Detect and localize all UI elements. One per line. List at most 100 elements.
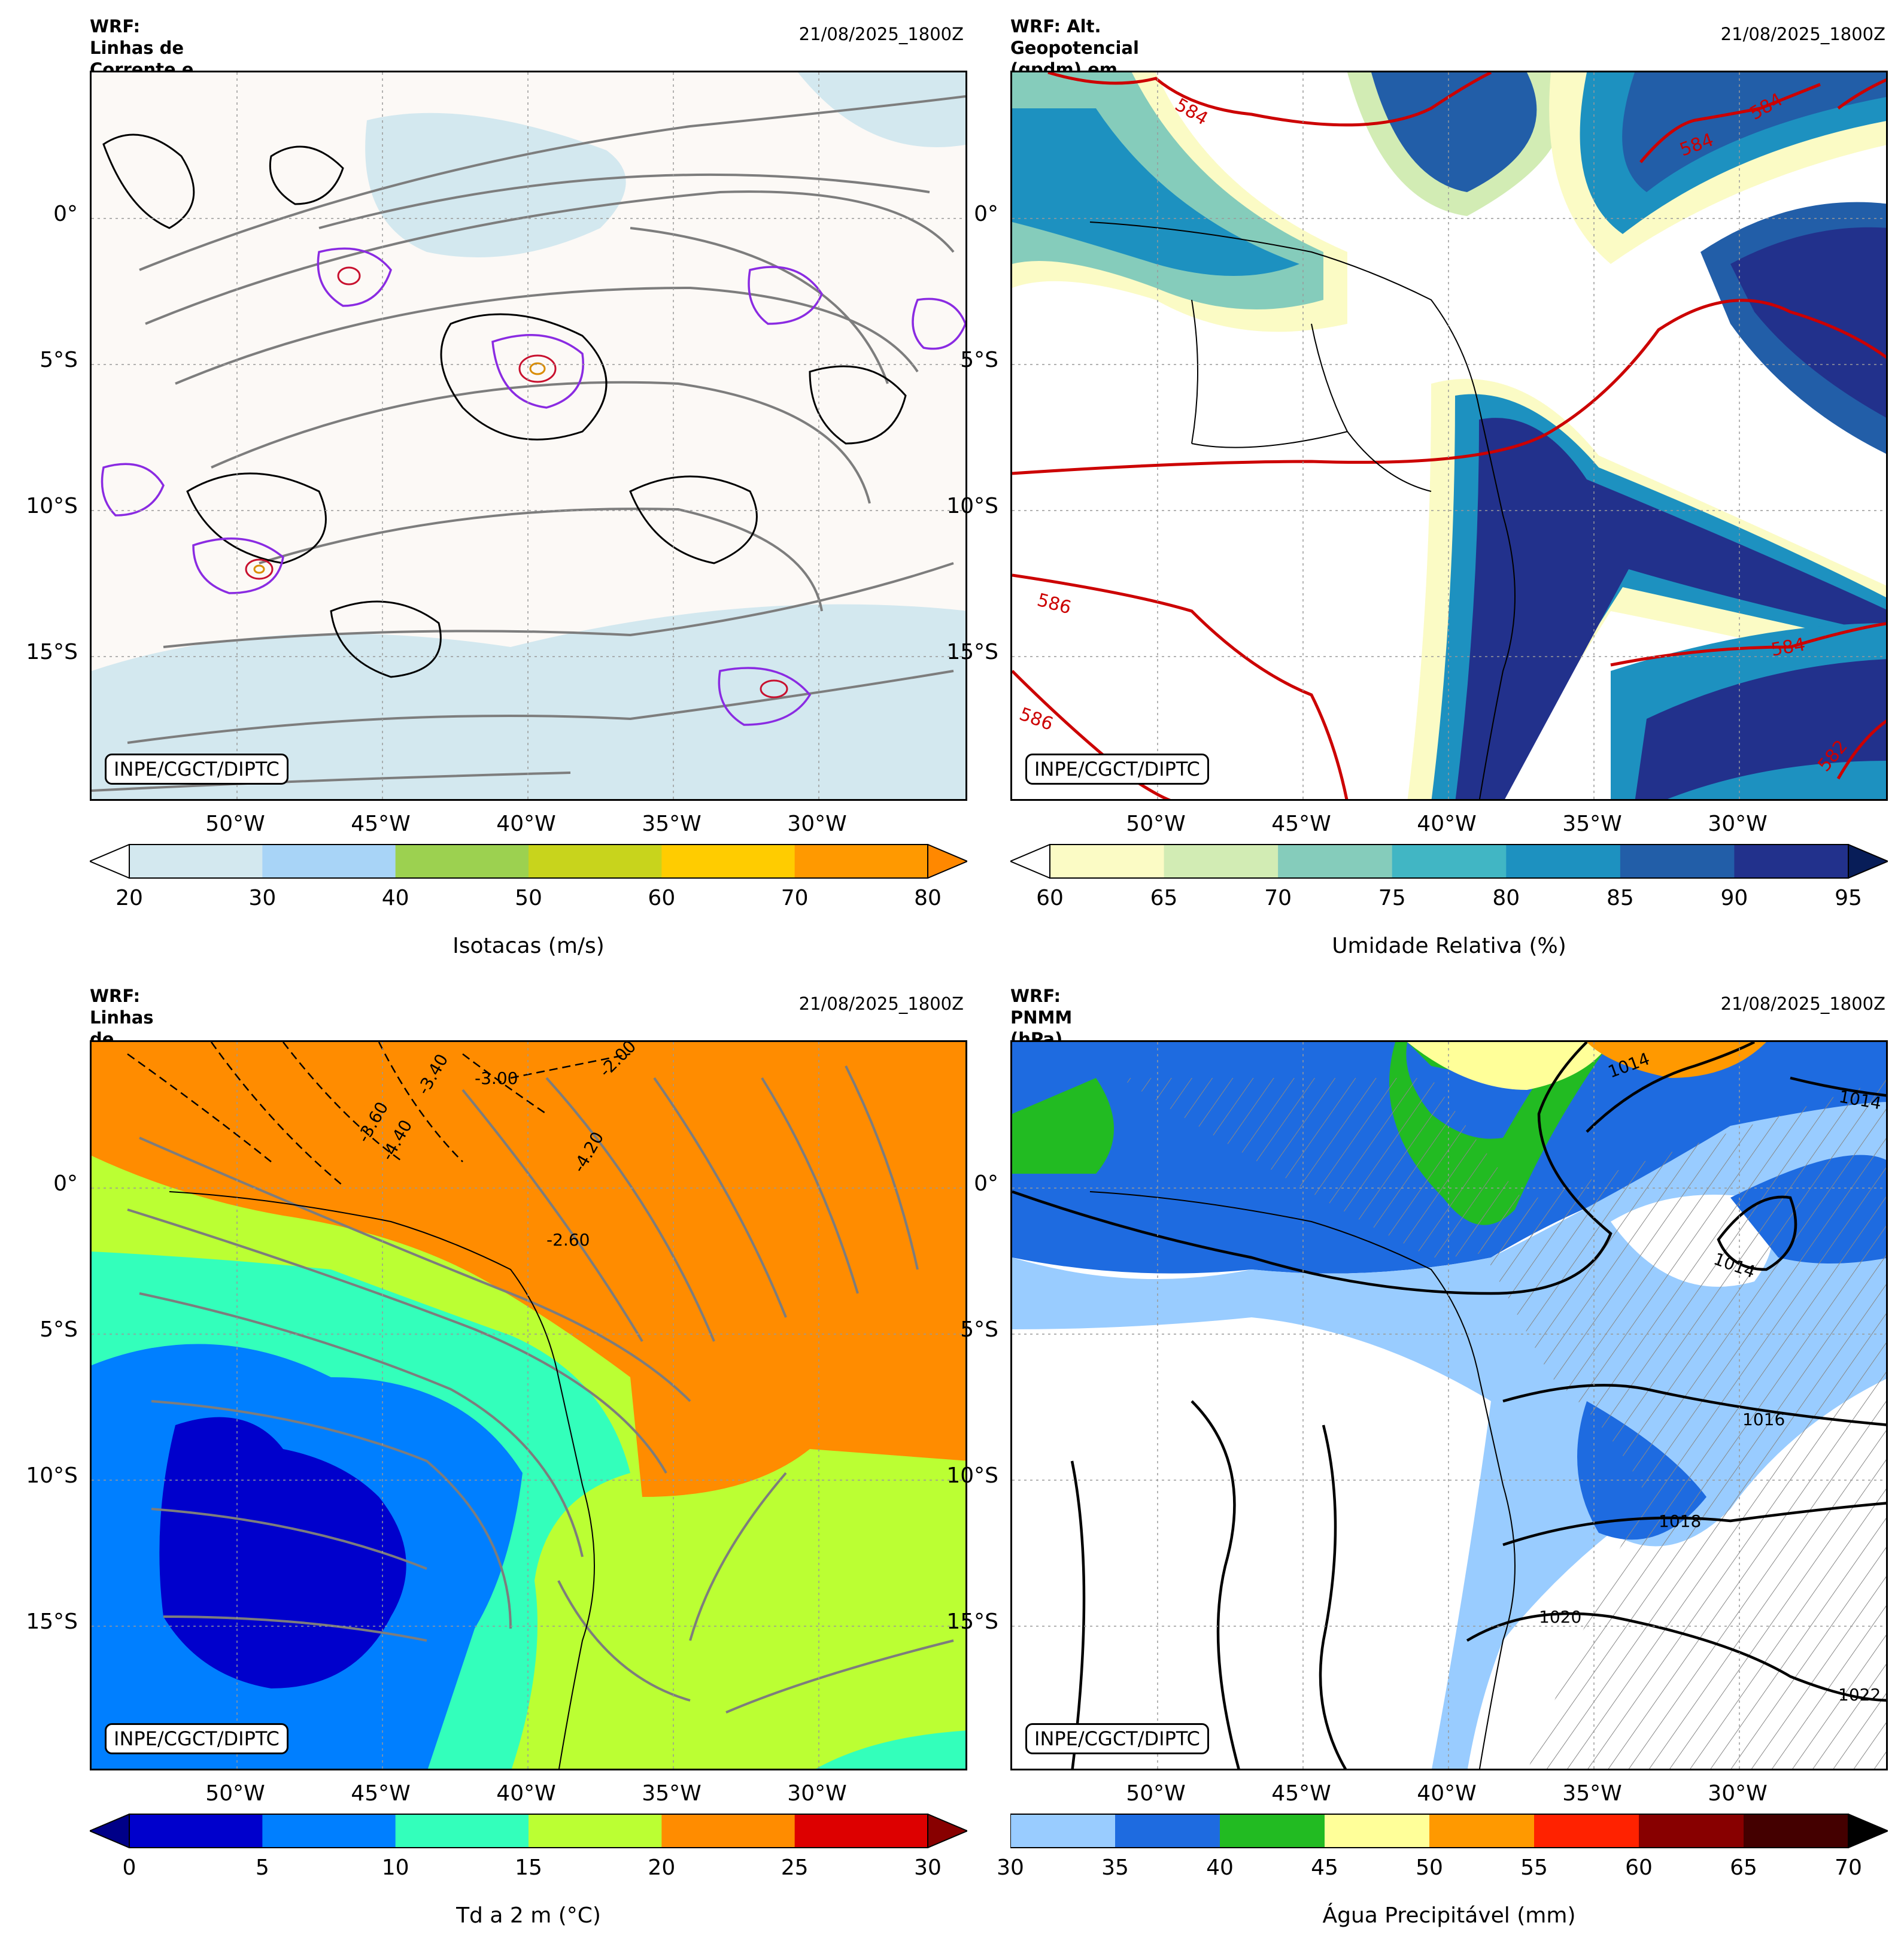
lon-tick: 45°W [351,812,411,836]
colorbar-segment [1278,845,1393,878]
colorbar-segment [529,1814,662,1848]
credit-label: INPE/CGCT/DIPTC [1025,1723,1209,1754]
colorbar-tick-label: 65 [1150,886,1178,910]
colorbar: 0 5 10 15 20 25 30 [90,1814,967,1885]
colorbar-tick-label: 65 [1730,1855,1757,1880]
colorbar-over-triangle [1848,844,1888,879]
lat-tick: 10°S [946,1463,998,1488]
colorbar-tick-label: 35 [1101,1855,1129,1880]
contour-label: -2.60 [546,1230,590,1250]
panel-date: 21/08/2025_1800Z [798,24,964,44]
lon-tick: 45°W [1271,812,1331,836]
colorbar: 20 30 40 50 60 70 80 [90,844,967,916]
colorbar-tick-label: 10 [381,1855,409,1880]
colorbar-over-triangle [927,1814,967,1848]
credit-label: INPE/CGCT/DIPTC [1025,754,1209,785]
lon-tick: 40°W [1417,812,1477,836]
lon-tick: 30°W [787,812,847,836]
colorbar-segment [661,1814,795,1848]
colorbar-tick-label: 30 [997,1855,1024,1880]
colorbar-segment [794,1814,928,1848]
colorbar-tick-label: 55 [1520,1855,1548,1880]
colorbar-segment [262,1814,396,1848]
contour-label: -3.40 [413,1050,452,1098]
colorbar-segment [661,845,795,878]
lon-tick: 50°W [205,1781,265,1806]
lat-tick: 5°S [960,348,998,372]
colorbar-under-triangle [90,1814,130,1848]
lat-tick: 0° [974,1171,998,1196]
colorbar-tick-label: 30 [248,886,277,910]
contour-label: 1022 [1838,1685,1881,1705]
lon-tick: 45°W [1271,1781,1331,1806]
colorbar-over-triangle [927,844,967,879]
contour-label: 1020 [1539,1607,1581,1627]
colorbar-tick-label: 40 [1206,1855,1234,1880]
colorbar-segment [1050,845,1165,878]
lon-tick: 50°W [1126,1781,1186,1806]
lat-tick: 10°S [946,494,998,518]
lon-tick: 35°W [1562,812,1622,836]
colorbar-tick-label: 70 [1264,886,1292,910]
colorbar-segment [1010,1814,1116,1848]
colorbar-tick-label: 85 [1606,886,1634,910]
colorbar-tick-label: 40 [381,886,409,910]
colorbar-segment [262,845,396,878]
lon-tick: 40°W [1417,1781,1477,1806]
colorbar-tick-label: 15 [515,1855,542,1880]
colorbar-title: Água Precipitável (mm) [1322,1903,1576,1928]
colorbar-tick-label: 60 [1625,1855,1653,1880]
colorbar-segment [1639,1814,1744,1848]
colorbar-tick-label: 75 [1378,886,1406,910]
lat-tick: 5°S [40,348,78,372]
lon-tick: 50°W [205,812,265,836]
colorbar-segment [395,845,529,878]
lon-tick: 30°W [1708,1781,1768,1806]
colorbar-frame [129,844,928,879]
colorbar-segment [1734,845,1849,878]
colorbar-tick-label: 70 [1835,1855,1862,1880]
lon-tick: 35°W [642,812,702,836]
colorbar-tick-label: 20 [648,1855,676,1880]
map-area: -3.00 -3.60 -2.60 -3.40 -4.40 -2.00 -4.2… [90,1040,967,1770]
colorbar-under-triangle [90,844,130,879]
map-area: 584 584 584 586 586 584 582 INPE/CGCT/DI… [1010,71,1888,801]
lat-tick: 5°S [960,1317,998,1342]
contour-label: -2.00 [596,1042,640,1081]
colorbar-segment [1506,845,1621,878]
lon-tick: 30°W [1708,812,1768,836]
lat-tick: 15°S [26,640,78,664]
colorbar-title: Td a 2 m (°C) [456,1903,601,1928]
colorbar: 30 35 40 45 50 55 60 65 70 [997,1814,1888,1885]
colorbar-segment [1429,1814,1535,1848]
lon-tick: 45°W [351,1781,411,1806]
colorbar-tick-label: 80 [914,886,942,910]
contour-label: 1018 [1659,1511,1701,1531]
colorbar-tick-label: 5 [255,1855,269,1880]
lat-tick: 10°S [26,494,78,518]
map-area: INPE/CGCT/DIPTC [90,71,967,801]
colorbar-title: Umidade Relativa (%) [1332,934,1566,958]
contour-label: 1016 [1742,1410,1785,1429]
colorbar-tick-label: 45 [1311,1855,1338,1880]
contour-label: 586 [1035,590,1073,619]
map-area: 1014 1014 1014 1016 1018 1020 1022 INPE/… [1010,1040,1888,1770]
colorbar-tick-label: 90 [1720,886,1748,910]
lat-tick: 0° [974,202,998,226]
credit-label: INPE/CGCT/DIPTC [105,754,289,785]
colorbar-over-triangle [1848,1814,1888,1848]
colorbar-tick-label: 95 [1835,886,1862,910]
lat-tick: 0° [53,1171,78,1196]
lat-tick: 10°S [26,1463,78,1488]
colorbar-tick-label: 0 [122,1855,136,1880]
colorbar-frame [129,1814,928,1848]
lat-tick: 5°S [40,1317,78,1342]
lat-tick: 15°S [946,1609,998,1634]
contour-label: -3.00 [475,1068,518,1088]
colorbar-segment [1392,845,1507,878]
colorbar-tick-label: 70 [781,886,809,910]
colorbar-tick-label: 30 [914,1855,942,1880]
lon-tick: 40°W [496,1781,556,1806]
colorbar-segment [129,845,263,878]
colorbar: 60 65 70 75 80 85 90 95 [1010,844,1888,916]
